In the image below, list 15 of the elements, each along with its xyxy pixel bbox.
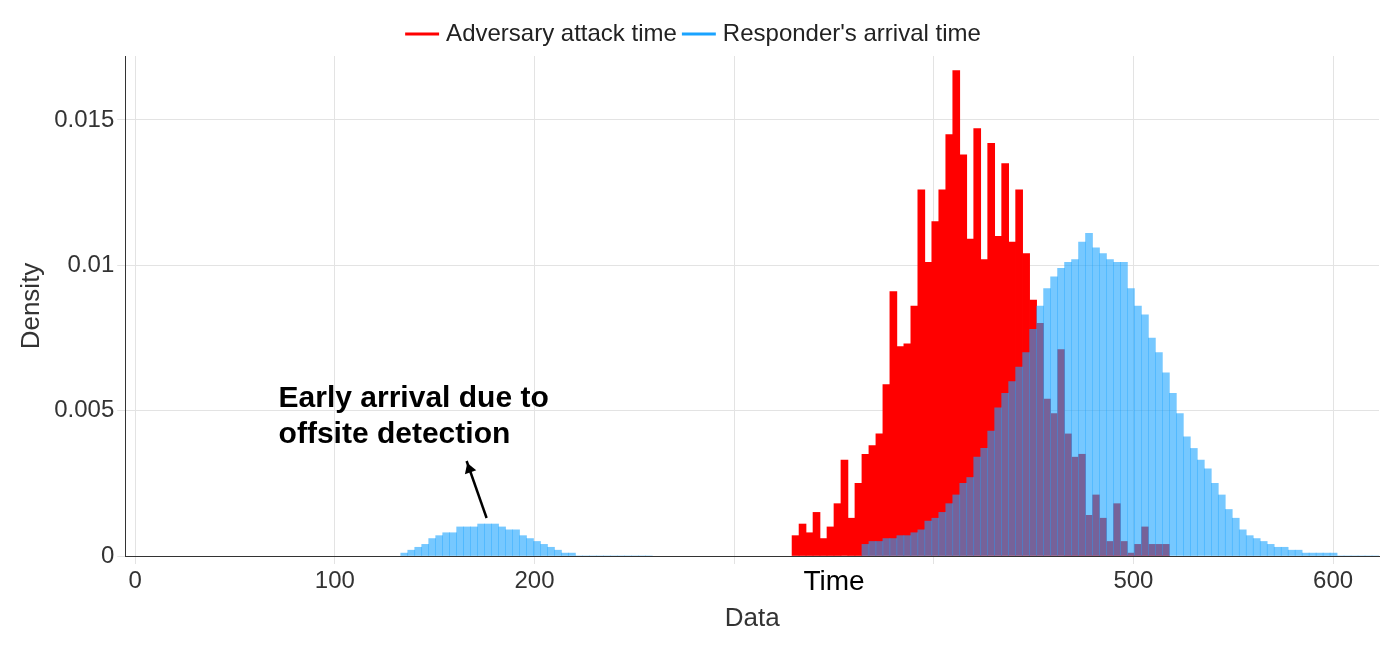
- y-tick-label: 0.005: [54, 395, 115, 423]
- x-tick-label: 100: [314, 566, 355, 594]
- x-axis-title: Data: [724, 601, 781, 632]
- x-tick-label: 500: [1113, 566, 1154, 594]
- legend-label: Responder's arrival time: [722, 18, 981, 46]
- annotation: Early arrival due to offsite detection: [278, 380, 549, 450]
- y-tick-label: 0.01: [67, 249, 115, 277]
- x-tick-label: 0: [128, 566, 142, 594]
- x-tick-label: 200: [514, 566, 555, 594]
- x-tick-label: 600: [1313, 566, 1354, 594]
- y-tick-label: 0: [100, 540, 115, 568]
- text: Time: [803, 564, 865, 596]
- y-tick-label: 0.015: [54, 104, 115, 132]
- y-axis-title: Density: [14, 262, 45, 350]
- legend-label: Adversary attack time: [446, 18, 677, 46]
